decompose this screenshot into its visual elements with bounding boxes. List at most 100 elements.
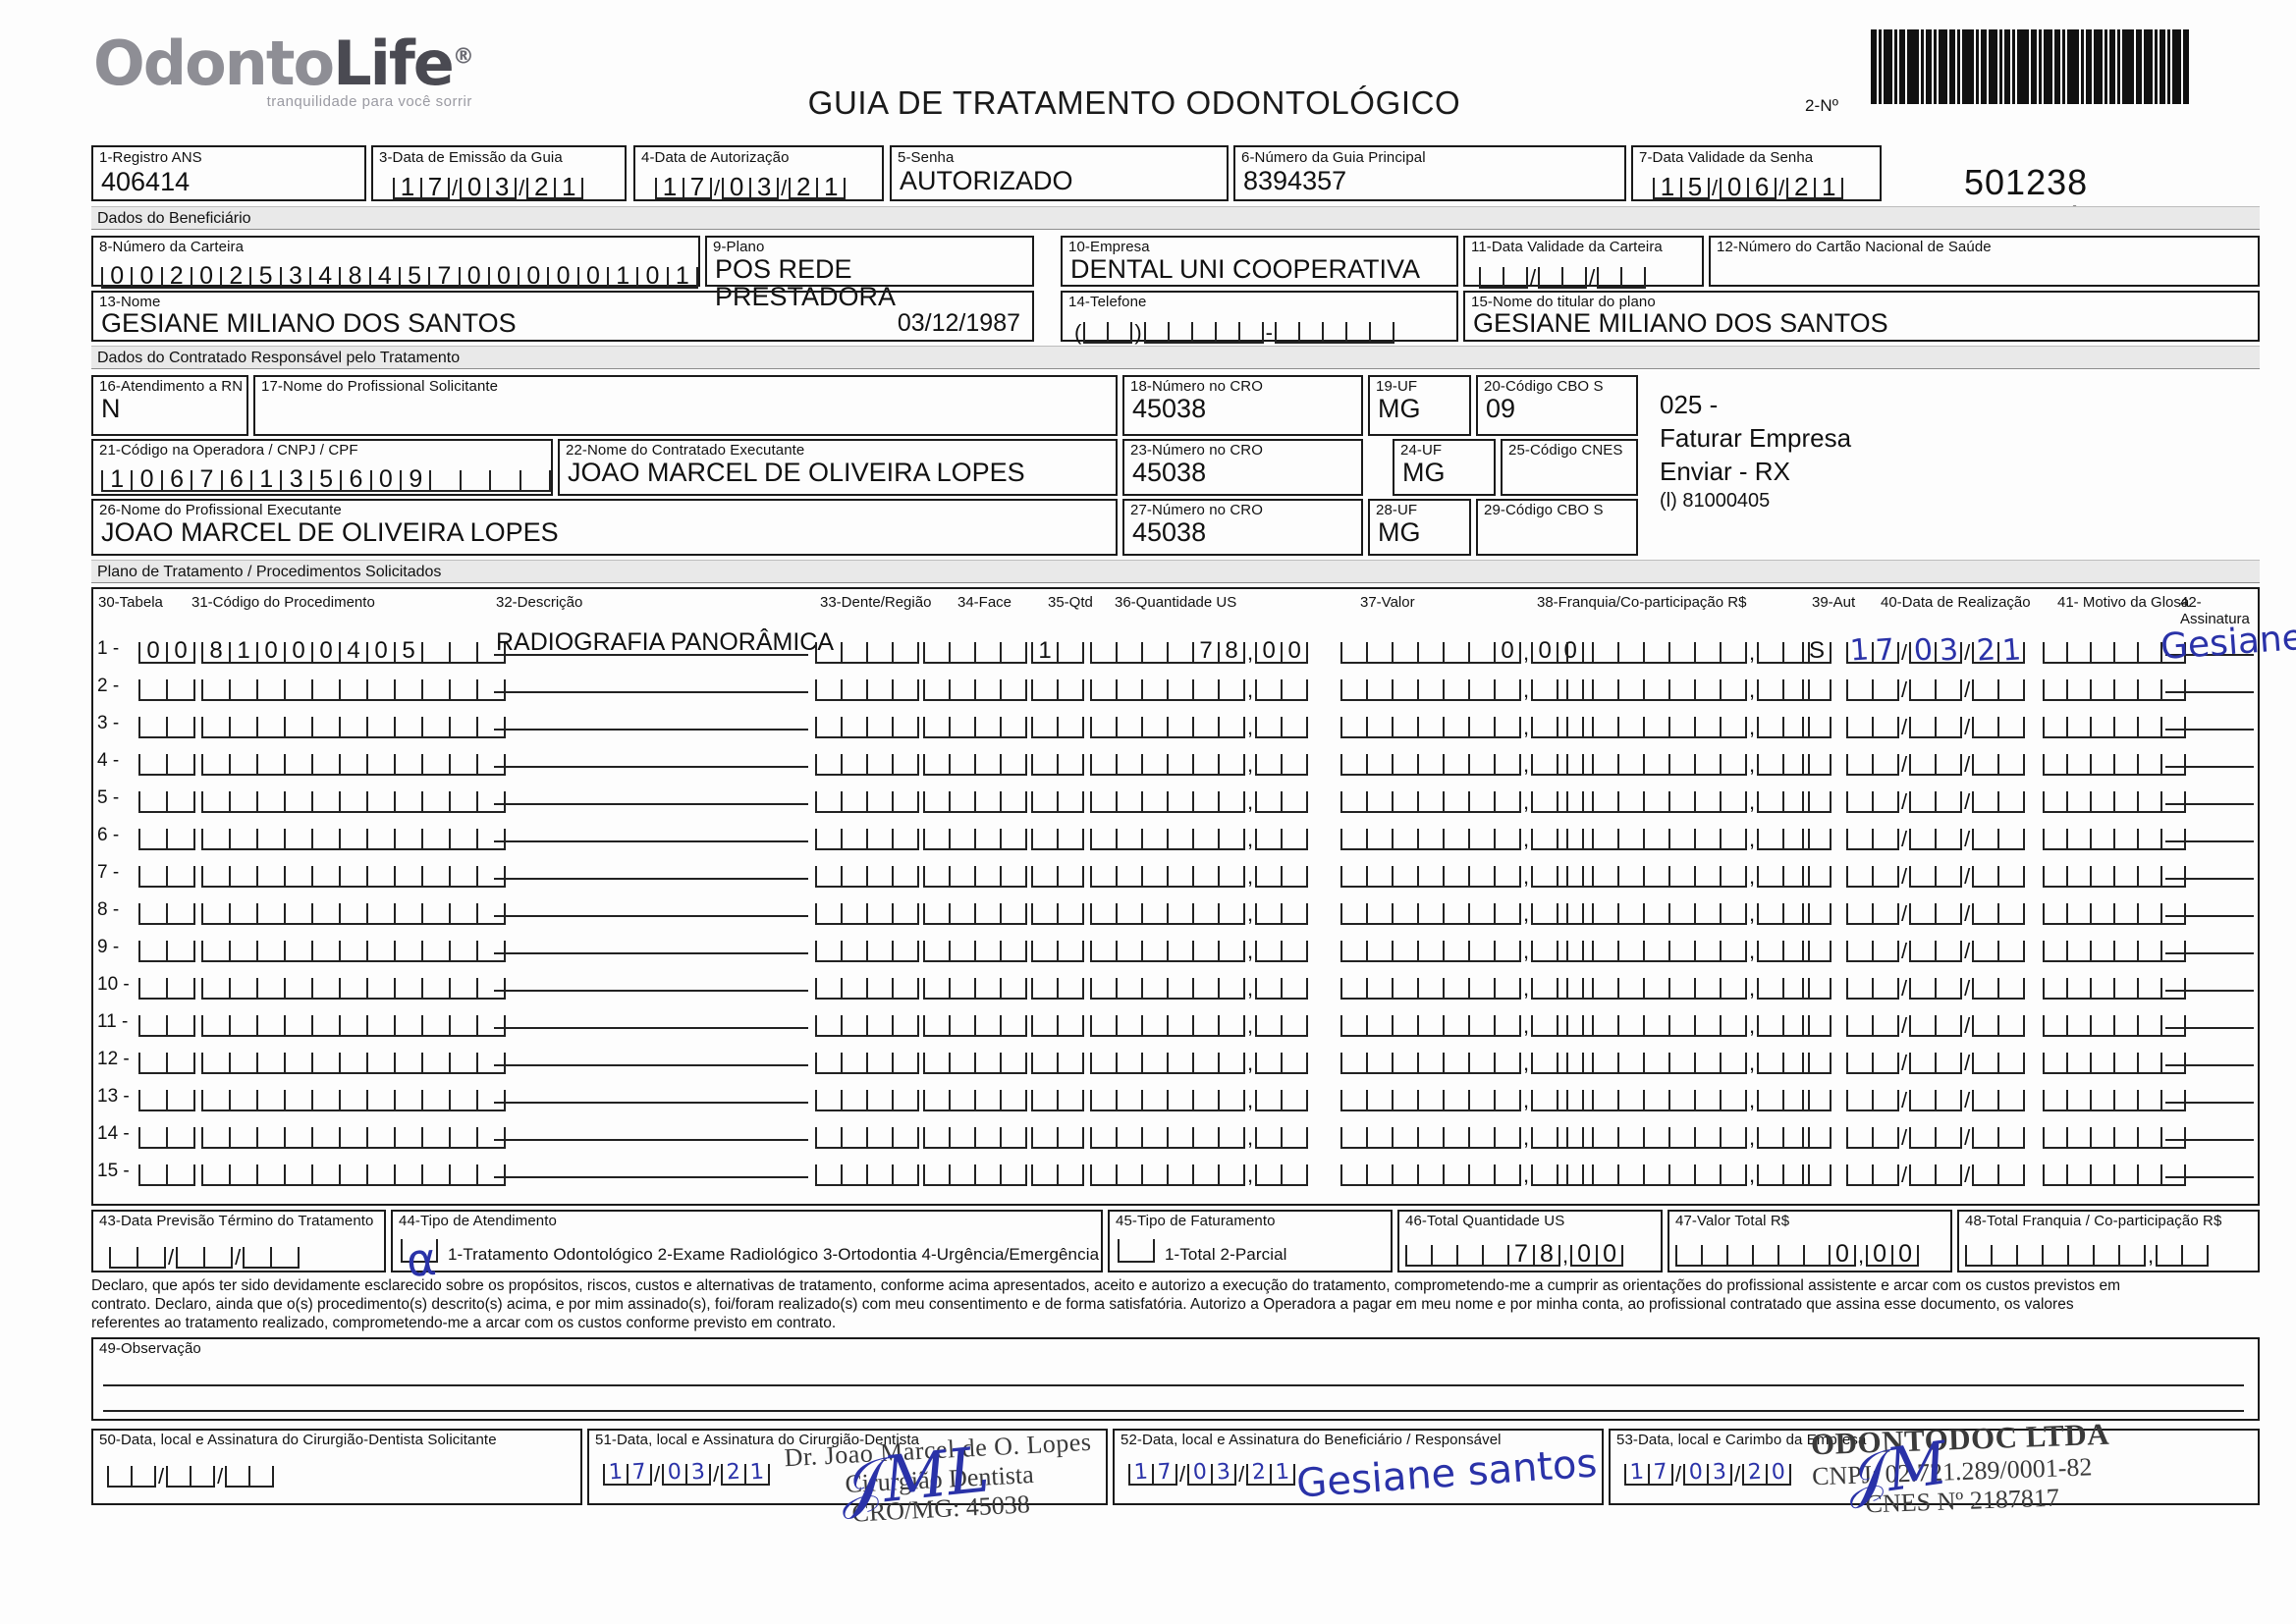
cell-aut[interactable] [1802, 1003, 1831, 1037]
cell-aut[interactable] [1802, 929, 1831, 962]
field-11-validade-carteira[interactable]: 11-Data Validade da Carteira / / [1463, 236, 1704, 289]
cell-assinatura[interactable] [2165, 990, 2254, 992]
cell-motivo-glosa[interactable] [2043, 705, 2186, 738]
cell-data-realizacao[interactable]: / / [1846, 929, 2026, 962]
field-43-previsao-termino[interactable]: 43-Data Previsão Término do Tratamento /… [91, 1210, 386, 1272]
cell-aut[interactable]: S [1802, 630, 1831, 664]
cell-qtd[interactable] [1031, 817, 1084, 850]
cell-dente[interactable] [815, 630, 919, 664]
cell-codigo-procedimento[interactable] [201, 742, 506, 776]
field-44-tipo-atendimento[interactable]: 44-Tipo de Atendimento 1-Tratamento Odon… [391, 1210, 1103, 1287]
cell-data-realizacao[interactable]: / / [1846, 966, 2026, 1000]
cell-face[interactable] [923, 1115, 1027, 1149]
cell-aut[interactable] [1802, 817, 1831, 850]
cell-descricao[interactable] [494, 691, 808, 693]
cell-assinatura[interactable] [2165, 729, 2254, 731]
field-50-assinatura-solicitante[interactable]: 50-Data, local e Assinatura do Cirurgião… [91, 1429, 582, 1505]
cell-motivo-glosa[interactable] [2043, 668, 2186, 701]
cell-quantidade-us[interactable]: , [1090, 854, 1309, 888]
cell-aut[interactable] [1802, 1153, 1831, 1186]
field-14-telefone[interactable]: 14-Telefone () - [1061, 291, 1458, 344]
cell-assinatura[interactable] [2165, 952, 2254, 954]
cell-descricao[interactable] [494, 1139, 808, 1141]
cell-dente[interactable] [815, 929, 919, 962]
cell-descricao[interactable] [494, 1064, 808, 1066]
field-4-data-autorizacao[interactable]: 4-Data de Autorização 1 7/0 3/2 1 [633, 145, 884, 201]
cell-qtd[interactable] [1031, 1003, 1084, 1037]
cell-qtd[interactable] [1031, 668, 1084, 701]
cell-qtd[interactable] [1031, 1041, 1084, 1074]
cell-data-realizacao[interactable]: / / [1846, 854, 2026, 888]
cell-motivo-glosa[interactable] [2043, 1078, 2186, 1111]
field-7-validade-senha[interactable]: 7-Data Validade da Senha 1 5/0 6/2 1 [1631, 145, 1882, 201]
cell-dente[interactable] [815, 1115, 919, 1149]
cell-valor[interactable]: , [1340, 1078, 1585, 1111]
cell-descricao[interactable] [494, 990, 808, 992]
cell-dente[interactable] [815, 780, 919, 813]
field-45-checkbox[interactable] [1118, 1239, 1155, 1263]
cell-face[interactable] [923, 630, 1027, 664]
cell-descricao[interactable] [494, 803, 808, 805]
cell-franquia[interactable]: , [1566, 817, 1811, 850]
cell-data-realizacao[interactable]: / / [1846, 705, 2026, 738]
cell-data-realizacao[interactable]: / / [1846, 742, 2026, 776]
cell-qtd[interactable]: 1 [1031, 630, 1084, 664]
cell-valor[interactable]: , [1340, 668, 1585, 701]
cell-tabela[interactable] [138, 1115, 195, 1149]
field-53-carimbo-empresa[interactable]: 53-Data, local e Carimbo da Empresa 1 7/0… [1609, 1429, 2260, 1505]
cell-quantidade-us[interactable]: , [1090, 1153, 1309, 1186]
field-25-codigo-cnes[interactable]: 25-Código CNES [1501, 439, 1638, 496]
field-19-uf[interactable]: 19-UF MG [1368, 375, 1471, 436]
field-24-uf[interactable]: 24-UF MG [1393, 439, 1496, 496]
cell-valor[interactable]: , [1340, 929, 1585, 962]
field-20-codigo-cbo-s[interactable]: 20-Código CBO S 09 [1476, 375, 1638, 436]
cell-qtd[interactable] [1031, 1115, 1084, 1149]
cell-tabela[interactable] [138, 966, 195, 1000]
cell-assinatura[interactable] [2165, 1139, 2254, 1141]
cell-tabela[interactable] [138, 1041, 195, 1074]
cell-qtd[interactable] [1031, 892, 1084, 925]
cell-data-realizacao[interactable]: 1 7/0 3/2 1 [1846, 630, 2026, 669]
cell-aut[interactable] [1802, 1115, 1831, 1149]
cell-quantidade-us[interactable]: , [1090, 892, 1309, 925]
cell-valor[interactable]: , [1340, 892, 1585, 925]
cell-dente[interactable] [815, 742, 919, 776]
cell-data-realizacao[interactable]: / / [1846, 1115, 2026, 1149]
field-3-data-emissao[interactable]: 3-Data de Emissão da Guia 1 7/0 3/2 1 [371, 145, 627, 201]
cell-motivo-glosa[interactable] [2043, 1115, 2186, 1149]
cell-motivo-glosa[interactable] [2043, 630, 2186, 664]
field-12-cartao-nacional-saude[interactable]: 12-Número do Cartão Nacional de Saúde [1709, 236, 2260, 287]
cell-qtd[interactable] [1031, 780, 1084, 813]
cell-dente[interactable] [815, 817, 919, 850]
cell-dente[interactable] [815, 668, 919, 701]
cell-quantidade-us[interactable]: , [1090, 817, 1309, 850]
cell-valor[interactable]: , [1340, 966, 1585, 1000]
cell-franquia[interactable]: , [1566, 1041, 1811, 1074]
cell-aut[interactable] [1802, 705, 1831, 738]
cell-data-realizacao[interactable]: / / [1846, 668, 2026, 701]
cell-descricao[interactable] [494, 766, 808, 768]
cell-codigo-procedimento[interactable] [201, 780, 506, 813]
cell-face[interactable] [923, 668, 1027, 701]
cell-quantidade-us[interactable]: , [1090, 966, 1309, 1000]
cell-qtd[interactable] [1031, 966, 1084, 1000]
cell-qtd[interactable] [1031, 1078, 1084, 1111]
cell-aut[interactable] [1802, 966, 1831, 1000]
cell-quantidade-us[interactable]: , [1090, 668, 1309, 701]
cell-franquia[interactable]: , [1566, 929, 1811, 962]
cell-dente[interactable] [815, 1003, 919, 1037]
cell-valor[interactable]: , [1340, 1003, 1585, 1037]
field-28-uf[interactable]: 28-UF MG [1368, 499, 1471, 556]
field-17-profissional-solicitante[interactable]: 17-Nome do Profissional Solicitante [253, 375, 1118, 436]
cell-tabela[interactable] [138, 1003, 195, 1037]
field-15-titular-plano[interactable]: 15-Nome do titular do plano GESIANE MILI… [1463, 291, 2260, 342]
cell-tabela[interactable] [138, 817, 195, 850]
cell-valor[interactable]: , [1340, 854, 1585, 888]
cell-face[interactable] [923, 1041, 1027, 1074]
cell-quantidade-us[interactable]: , [1090, 1078, 1309, 1111]
cell-descricao[interactable] [494, 915, 808, 917]
cell-data-realizacao[interactable]: / / [1846, 780, 2026, 813]
field-51-assinatura-dentista[interactable]: 51-Data, local e Assinatura do Cirurgião… [587, 1429, 1108, 1505]
cell-dente[interactable] [815, 705, 919, 738]
cell-aut[interactable] [1802, 892, 1831, 925]
